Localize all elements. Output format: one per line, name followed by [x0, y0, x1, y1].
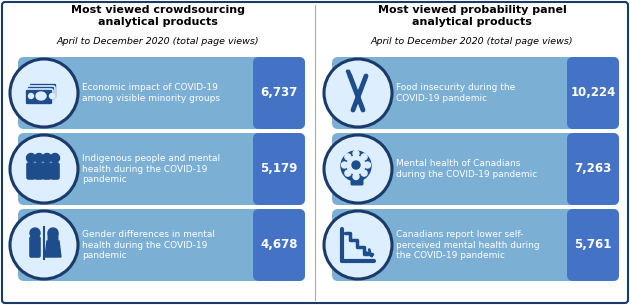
FancyBboxPatch shape: [47, 232, 59, 242]
FancyBboxPatch shape: [26, 162, 36, 180]
Circle shape: [324, 211, 392, 279]
FancyBboxPatch shape: [350, 177, 364, 185]
FancyBboxPatch shape: [253, 57, 305, 129]
Text: Most viewed probability panel
analytical products: Most viewed probability panel analytical…: [377, 5, 566, 27]
Circle shape: [361, 170, 367, 176]
FancyBboxPatch shape: [18, 209, 305, 281]
Circle shape: [35, 153, 43, 163]
FancyBboxPatch shape: [332, 133, 619, 205]
Circle shape: [353, 150, 359, 156]
FancyBboxPatch shape: [27, 86, 55, 102]
Circle shape: [324, 135, 392, 203]
FancyBboxPatch shape: [332, 57, 619, 129]
Text: 5,179: 5,179: [260, 163, 298, 175]
Text: Most viewed crowdsourcing
analytical products: Most viewed crowdsourcing analytical pro…: [71, 5, 245, 27]
Circle shape: [26, 153, 35, 163]
Circle shape: [352, 161, 360, 169]
Circle shape: [50, 153, 59, 163]
Text: 7,263: 7,263: [575, 163, 612, 175]
FancyBboxPatch shape: [18, 57, 305, 129]
Text: April to December 2020 (total page views): April to December 2020 (total page views…: [370, 37, 573, 46]
Circle shape: [10, 211, 78, 279]
Circle shape: [48, 228, 58, 238]
Text: Indigenous people and mental
health during the COVID-19
pandemic: Indigenous people and mental health duri…: [82, 154, 220, 184]
FancyBboxPatch shape: [29, 236, 41, 258]
Circle shape: [361, 154, 367, 160]
FancyBboxPatch shape: [18, 133, 305, 205]
FancyBboxPatch shape: [34, 162, 44, 180]
Circle shape: [345, 154, 351, 160]
FancyBboxPatch shape: [253, 209, 305, 281]
Circle shape: [347, 156, 365, 174]
Circle shape: [324, 59, 392, 127]
Text: Canadians report lower self-
perceived mental health during
the COVID-19 pandemi: Canadians report lower self- perceived m…: [396, 230, 540, 260]
FancyBboxPatch shape: [42, 162, 52, 180]
Circle shape: [365, 162, 370, 168]
Text: Mental health of Canadians
during the COVID-19 pandemic: Mental health of Canadians during the CO…: [396, 159, 537, 179]
FancyBboxPatch shape: [332, 209, 619, 281]
Text: Gender differences in mental
health during the COVID-19
pandemic: Gender differences in mental health duri…: [82, 230, 215, 260]
Polygon shape: [45, 241, 61, 257]
Circle shape: [50, 94, 55, 99]
Circle shape: [341, 151, 371, 181]
FancyBboxPatch shape: [567, 57, 619, 129]
FancyBboxPatch shape: [25, 89, 53, 105]
Circle shape: [353, 174, 359, 180]
Circle shape: [28, 94, 33, 99]
Circle shape: [345, 170, 351, 176]
Text: 5,761: 5,761: [575, 239, 612, 252]
Circle shape: [30, 228, 40, 238]
Circle shape: [10, 59, 78, 127]
Text: 4,678: 4,678: [260, 239, 298, 252]
Circle shape: [42, 153, 52, 163]
Circle shape: [10, 135, 78, 203]
Text: Economic impact of COVID-19
among visible minority groups: Economic impact of COVID-19 among visibl…: [82, 83, 220, 103]
Text: Food insecurity during the
COVID-19 pandemic: Food insecurity during the COVID-19 pand…: [396, 83, 515, 103]
Circle shape: [341, 162, 348, 168]
FancyBboxPatch shape: [29, 83, 57, 99]
FancyBboxPatch shape: [567, 209, 619, 281]
Text: April to December 2020 (total page views): April to December 2020 (total page views…: [57, 37, 260, 46]
Text: 6,737: 6,737: [260, 87, 297, 99]
FancyBboxPatch shape: [253, 133, 305, 205]
FancyBboxPatch shape: [50, 162, 60, 180]
Ellipse shape: [36, 92, 46, 100]
Text: 10,224: 10,224: [570, 87, 616, 99]
FancyBboxPatch shape: [567, 133, 619, 205]
